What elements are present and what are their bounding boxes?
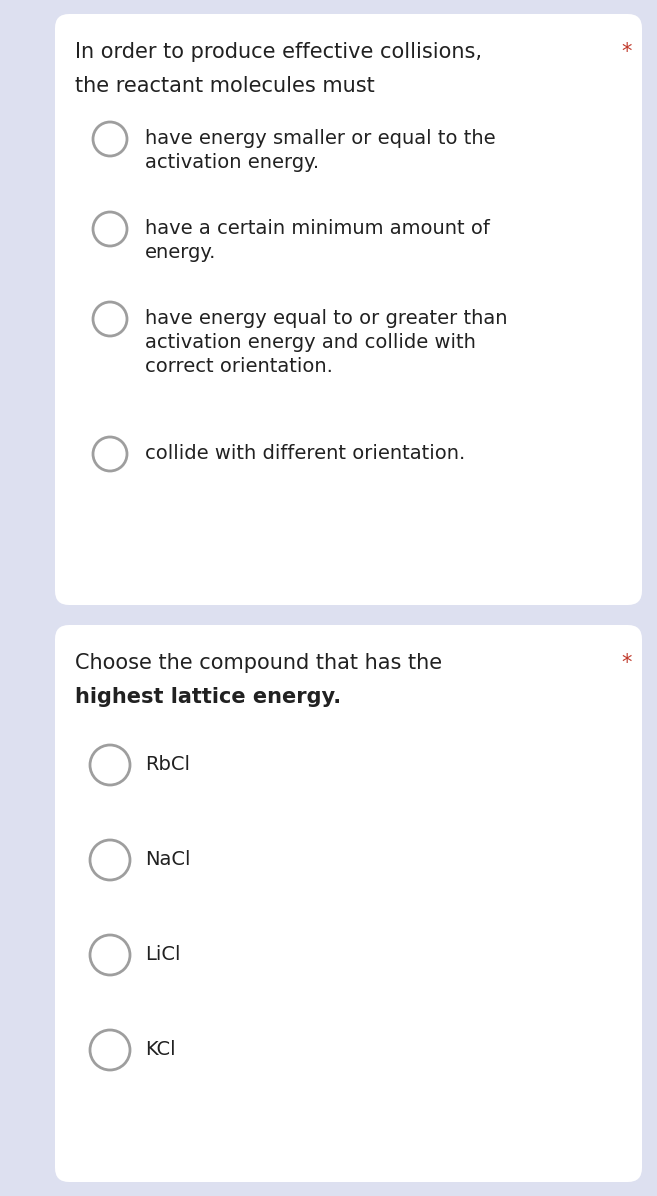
- Circle shape: [93, 303, 127, 336]
- Circle shape: [93, 122, 127, 155]
- Text: *: *: [622, 42, 632, 62]
- Text: the reactant molecules must: the reactant molecules must: [75, 77, 374, 96]
- Text: highest lattice energy.: highest lattice energy.: [75, 687, 341, 707]
- Text: collide with different orientation.: collide with different orientation.: [145, 444, 465, 463]
- Text: RbCl: RbCl: [145, 755, 190, 774]
- Text: KCl: KCl: [145, 1041, 175, 1058]
- Text: LiCl: LiCl: [145, 945, 181, 964]
- Circle shape: [90, 935, 130, 975]
- FancyBboxPatch shape: [55, 14, 642, 605]
- Text: have energy smaller or equal to the: have energy smaller or equal to the: [145, 129, 495, 148]
- FancyBboxPatch shape: [55, 626, 642, 1182]
- Text: have energy equal to or greater than: have energy equal to or greater than: [145, 309, 507, 328]
- Text: *: *: [622, 653, 632, 673]
- Text: activation energy and collide with: activation energy and collide with: [145, 332, 476, 352]
- Text: have a certain minimum amount of: have a certain minimum amount of: [145, 219, 490, 238]
- Text: energy.: energy.: [145, 243, 216, 262]
- Text: correct orientation.: correct orientation.: [145, 356, 333, 376]
- Circle shape: [90, 1030, 130, 1070]
- Circle shape: [93, 437, 127, 471]
- Text: In order to produce effective collisions,: In order to produce effective collisions…: [75, 42, 482, 62]
- Circle shape: [90, 745, 130, 785]
- Circle shape: [90, 840, 130, 880]
- Circle shape: [93, 212, 127, 246]
- Text: NaCl: NaCl: [145, 850, 191, 869]
- Text: Choose the compound that has the: Choose the compound that has the: [75, 653, 442, 673]
- Text: activation energy.: activation energy.: [145, 153, 319, 172]
